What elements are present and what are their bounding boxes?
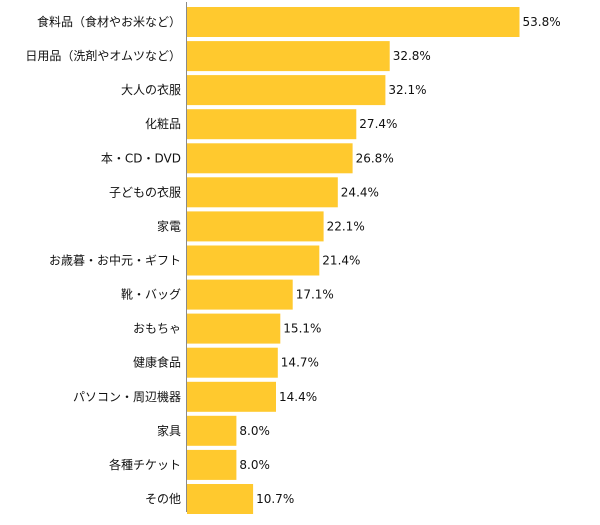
value-label: 32.8% <box>393 49 431 63</box>
category-label: 化粧品 <box>145 117 181 131</box>
bar <box>187 279 293 310</box>
bars-group: 食料品（食材やお米など） 53.8% 日用品（洗剤やオムツなど） 32.8% 大人の衣服… <box>25 7 561 514</box>
bar <box>187 415 237 446</box>
bar <box>187 7 520 37</box>
bar <box>187 143 353 174</box>
category-label: 日用品（洗剤やオムツなど） <box>25 48 181 63</box>
category-label: 家具 <box>157 423 181 438</box>
bar <box>187 449 237 480</box>
category-label: 健康食品 <box>133 355 181 370</box>
category-label: 靴・バッグ <box>121 288 181 302</box>
value-label: 14.4% <box>279 390 317 404</box>
category-label: 食料品（食材やお米など） <box>37 14 181 29</box>
bar <box>187 313 281 344</box>
category-label: その他 <box>145 492 181 506</box>
bar <box>187 177 338 208</box>
category-label: おもちゃ <box>133 322 181 336</box>
bar <box>187 245 320 276</box>
category-label: お歳暮・お中元・ギフト <box>49 253 181 268</box>
value-label: 27.4% <box>359 117 397 131</box>
value-label: 53.8% <box>523 15 561 29</box>
category-label: 各種チケット <box>109 457 181 472</box>
bar <box>187 347 278 378</box>
bar <box>187 41 390 72</box>
category-label: 子どもの衣服 <box>109 184 181 199</box>
value-label: 10.7% <box>256 492 294 506</box>
value-label: 21.4% <box>322 254 360 268</box>
bar <box>187 484 254 514</box>
value-label: 15.1% <box>283 322 321 336</box>
value-label: 22.1% <box>327 219 365 233</box>
bar <box>187 211 324 242</box>
category-label: 本・CD・DVD <box>101 151 181 165</box>
category-label: 家電 <box>157 218 181 233</box>
value-label: 17.1% <box>296 288 334 302</box>
value-label: 24.4% <box>341 185 379 199</box>
category-label: 大人の衣服 <box>121 82 181 97</box>
value-label: 26.8% <box>356 151 394 165</box>
value-label: 8.0% <box>239 458 270 472</box>
bar <box>187 75 386 106</box>
bar <box>187 381 276 412</box>
value-label: 14.7% <box>281 356 319 370</box>
value-label: 32.1% <box>388 83 426 97</box>
bar <box>187 109 357 140</box>
category-label: パソコン・周辺機器 <box>73 389 181 404</box>
value-label: 8.0% <box>239 424 270 438</box>
